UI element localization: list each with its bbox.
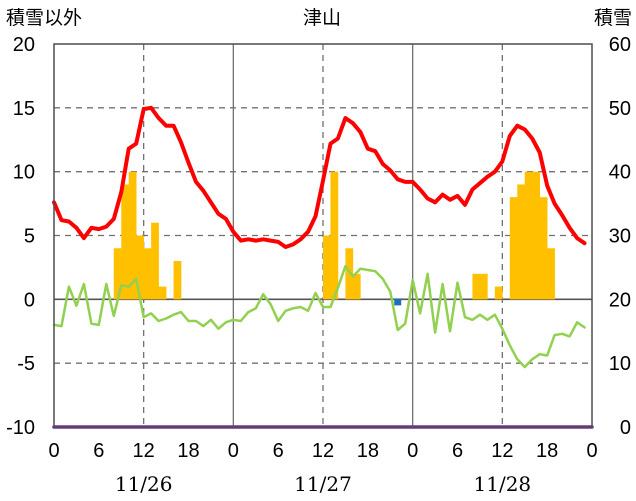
y-left-tick-labels: 20 15 10 5 0 -5 -10 xyxy=(6,34,35,439)
y-left-tick-label: 20 xyxy=(13,34,35,56)
plot-border xyxy=(53,43,593,428)
plot-frame xyxy=(53,43,593,428)
bar xyxy=(524,171,533,300)
x-tick-label: 0 xyxy=(407,440,418,462)
bar xyxy=(121,184,130,300)
bar xyxy=(547,248,555,300)
date-label: 11/28 xyxy=(474,472,532,496)
date-label: 11/26 xyxy=(115,472,173,496)
x-tick-label: 18 xyxy=(357,440,379,462)
bar xyxy=(128,171,137,300)
bar xyxy=(352,273,361,300)
y-right-tick-labels: 60 50 40 30 20 10 0 xyxy=(609,34,631,439)
x-tick-label: 6 xyxy=(452,440,463,462)
y-right-tick-label: 10 xyxy=(609,353,631,375)
y-left-tick-label: -5 xyxy=(17,353,35,375)
bar xyxy=(113,248,122,300)
x-tick-label: 12 xyxy=(312,440,334,462)
bar xyxy=(479,273,488,300)
bar xyxy=(345,248,354,300)
y-left-tick-label: 15 xyxy=(13,98,35,120)
x-tick-label: 0 xyxy=(48,440,59,462)
bar xyxy=(330,171,339,300)
left-axis-label: 積雪以外 xyxy=(6,7,82,29)
x-tick-label: 0 xyxy=(586,440,597,462)
bar xyxy=(509,197,518,300)
y-right-tick-label: 50 xyxy=(609,98,631,120)
bar xyxy=(151,222,159,300)
bar xyxy=(158,286,167,300)
bar xyxy=(517,184,526,300)
bar xyxy=(136,235,144,300)
y-left-tick-label: -10 xyxy=(6,417,35,439)
bar xyxy=(494,286,503,300)
x-tick-label: 12 xyxy=(133,440,155,462)
bar-series xyxy=(113,171,555,300)
date-labels: 11/26 11/27 11/28 xyxy=(115,472,531,496)
y-right-tick-label: 60 xyxy=(609,34,631,56)
date-label: 11/27 xyxy=(294,472,352,496)
x-tick-label: 6 xyxy=(93,440,104,462)
marker-point xyxy=(394,298,402,306)
bar xyxy=(173,261,182,300)
x-tick-label: 0 xyxy=(228,440,239,462)
y-left-tick-label: 0 xyxy=(24,289,35,311)
series-line xyxy=(52,264,586,369)
bar xyxy=(323,235,331,300)
y-right-tick-label: 30 xyxy=(609,226,631,248)
y-right-tick-label: 40 xyxy=(609,162,631,184)
y-left-tick-label: 5 xyxy=(24,226,35,248)
bar xyxy=(143,248,152,300)
y-right-tick-label: 0 xyxy=(620,417,631,439)
x-tick-label: 18 xyxy=(536,440,558,462)
chart-title: 津山 xyxy=(303,7,341,29)
bar xyxy=(532,171,540,300)
x-tick-label: 12 xyxy=(491,440,513,462)
series-line xyxy=(52,105,587,249)
y-left-tick-label: 10 xyxy=(13,162,35,184)
right-axis-label: 積雪 xyxy=(594,7,632,29)
x-tick-labels: 0 6 12 18 0 6 12 18 0 6 12 18 0 xyxy=(48,440,597,462)
x-tick-label: 6 xyxy=(273,440,284,462)
bar xyxy=(539,197,548,300)
x-tick-label: 18 xyxy=(177,440,199,462)
y-right-tick-label: 20 xyxy=(609,289,631,311)
bar xyxy=(472,273,481,300)
